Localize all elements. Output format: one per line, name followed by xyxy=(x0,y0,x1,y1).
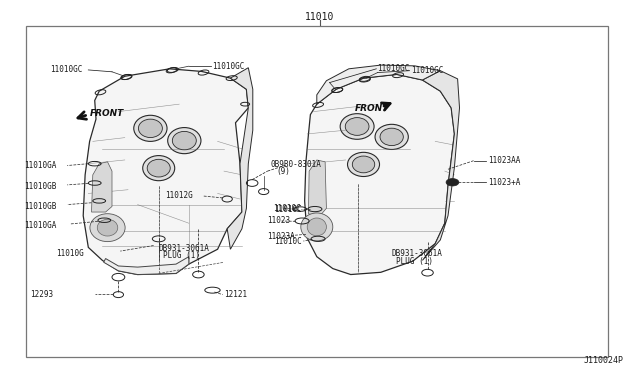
Polygon shape xyxy=(422,71,460,260)
Text: 11010G: 11010G xyxy=(56,249,84,258)
Ellipse shape xyxy=(301,213,333,241)
Text: 12121: 12121 xyxy=(224,291,247,299)
Ellipse shape xyxy=(143,155,175,181)
Ellipse shape xyxy=(345,118,369,135)
Ellipse shape xyxy=(97,219,118,236)
Ellipse shape xyxy=(172,131,196,150)
Text: FRONT: FRONT xyxy=(355,104,390,113)
Ellipse shape xyxy=(147,159,170,177)
Text: 11023AA: 11023AA xyxy=(488,156,520,165)
Ellipse shape xyxy=(352,156,375,173)
Text: PLUG (1): PLUG (1) xyxy=(163,251,200,260)
Text: 11010GC: 11010GC xyxy=(212,62,245,71)
Polygon shape xyxy=(104,257,189,275)
Text: 12293: 12293 xyxy=(30,290,53,299)
Text: 11010GC: 11010GC xyxy=(50,65,83,74)
Text: DB931-3061A: DB931-3061A xyxy=(392,249,442,258)
Text: 0B9B0-8301A: 0B9B0-8301A xyxy=(270,160,321,169)
Polygon shape xyxy=(92,162,112,212)
Ellipse shape xyxy=(307,218,326,236)
Text: 11010GB: 11010GB xyxy=(24,202,57,211)
Ellipse shape xyxy=(348,153,380,177)
Text: 11023A: 11023A xyxy=(268,232,295,241)
Text: 11023: 11023 xyxy=(268,217,291,225)
Text: 11010: 11010 xyxy=(305,12,335,22)
Text: 11023+A: 11023+A xyxy=(488,178,520,187)
Polygon shape xyxy=(317,65,440,104)
Text: J110024P: J110024P xyxy=(584,356,624,365)
Text: 11012G: 11012G xyxy=(165,191,193,200)
Text: FRONT: FRONT xyxy=(90,109,124,118)
Text: 11010GB: 11010GB xyxy=(24,182,57,191)
Text: DB931-3061A: DB931-3061A xyxy=(159,244,209,253)
Text: 11010GC: 11010GC xyxy=(411,66,444,75)
Text: 11010C: 11010C xyxy=(274,237,301,246)
Bar xyxy=(26,26,608,357)
Text: 11010C: 11010C xyxy=(273,204,300,213)
Text: 11010GA: 11010GA xyxy=(24,161,57,170)
Polygon shape xyxy=(227,68,253,249)
Ellipse shape xyxy=(134,115,167,141)
Ellipse shape xyxy=(375,124,408,150)
Ellipse shape xyxy=(168,128,201,154)
Circle shape xyxy=(446,179,459,186)
Text: (9): (9) xyxy=(276,167,291,176)
Text: 11010GA: 11010GA xyxy=(24,221,57,230)
Polygon shape xyxy=(305,74,454,275)
Polygon shape xyxy=(308,160,326,216)
Text: 11010C: 11010C xyxy=(274,205,301,214)
Ellipse shape xyxy=(340,114,374,139)
Polygon shape xyxy=(83,69,248,275)
Ellipse shape xyxy=(380,128,403,145)
Text: 11010GC: 11010GC xyxy=(378,64,410,73)
Ellipse shape xyxy=(138,119,163,138)
Ellipse shape xyxy=(90,214,125,242)
Text: PLUG (1): PLUG (1) xyxy=(396,257,433,266)
